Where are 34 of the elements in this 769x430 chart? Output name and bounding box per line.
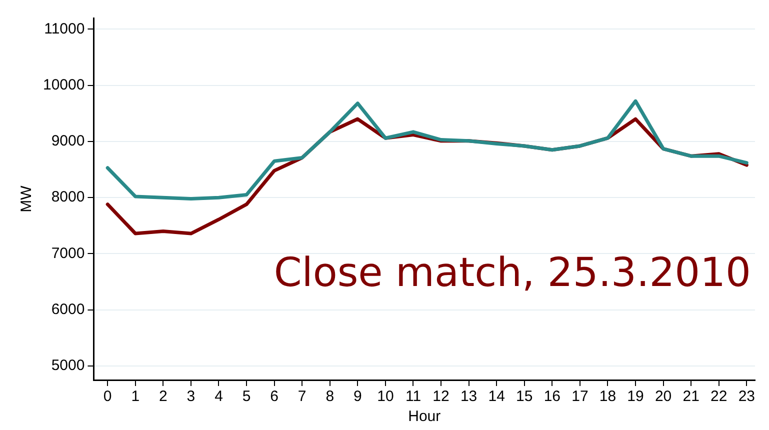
x-tick-label: 4 (214, 388, 223, 406)
x-tick-label: 13 (460, 388, 478, 406)
annotation: Close match, 25.3.2010 (274, 250, 751, 296)
x-tick-label: 17 (572, 388, 588, 406)
x-tick-label: 22 (710, 388, 728, 406)
x-tick-label: 14 (488, 388, 505, 406)
y-tick-label: 6000 (51, 300, 85, 318)
y-tick-label: 8000 (51, 188, 85, 206)
y-axis-title: MW (18, 184, 36, 212)
x-tick-label: 8 (326, 388, 334, 406)
x-tick-label: 18 (599, 388, 616, 406)
y-tick-label: 5000 (51, 357, 85, 374)
x-tick-label: 15 (516, 388, 533, 406)
x-tick-label: 12 (432, 388, 450, 406)
y-tick-label: 7000 (51, 244, 85, 262)
x-tick-label: 23 (738, 388, 756, 406)
x-tick-label: 2 (159, 388, 168, 406)
y-tick-label: 9000 (51, 132, 85, 150)
y-tick-label: 11000 (44, 20, 85, 38)
x-tick-label: 20 (654, 388, 672, 406)
x-tick-label: 1 (131, 388, 140, 406)
x-axis-title: Hour (408, 408, 441, 426)
x-tick-label: 9 (354, 388, 362, 406)
x-tick-label: 19 (627, 388, 644, 406)
y-tick-label: 10000 (42, 76, 85, 94)
x-tick-label: 16 (544, 388, 561, 406)
x-tick-label: 11 (405, 388, 422, 406)
x-tick-label: 6 (270, 388, 278, 406)
x-tick-label: 5 (242, 388, 251, 406)
x-tick-label: 0 (103, 388, 112, 406)
x-tick-label: 3 (186, 388, 196, 406)
x-tick-label: 7 (298, 388, 306, 406)
x-tick-label: 21 (682, 388, 700, 406)
x-tick-label: 10 (377, 388, 394, 406)
